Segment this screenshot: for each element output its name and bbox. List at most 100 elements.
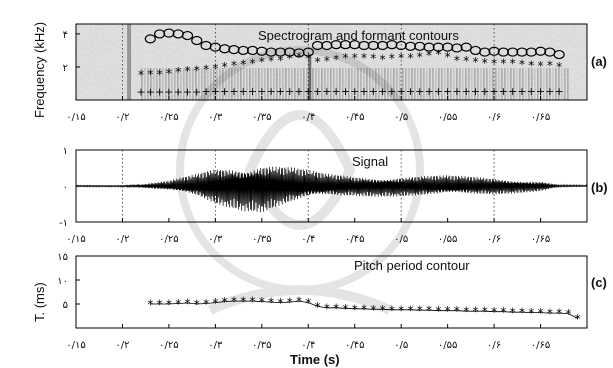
energy-stripe xyxy=(234,68,236,100)
pitch-point: * xyxy=(324,301,330,315)
formant-point: + xyxy=(183,86,192,99)
formant-point xyxy=(395,40,407,51)
energy-stripe xyxy=(555,68,557,100)
signal-title: Signal xyxy=(352,154,388,169)
energy-stripe xyxy=(165,68,167,100)
pitch-point: * xyxy=(250,295,256,309)
x-tick-label: ۰/۲ xyxy=(115,340,129,351)
y-tick-label: ۲ xyxy=(63,63,68,74)
pitch-point: * xyxy=(528,306,534,320)
formant-point: + xyxy=(545,85,554,98)
formant-point xyxy=(349,40,361,50)
x-tick-label: ۰/۲۵ xyxy=(159,112,178,123)
formant-contours: * * * * * * * * * * * * * * * * * * * * * * * * * * * * * * * * * * * * * * * *… xyxy=(136,28,565,99)
x-tick-label: ۰/۵۵ xyxy=(438,112,457,123)
signal-x-ticks: ۰/۱۵ ۰/۲ ۰/۲۵ ۰/۳ ۰/۳۵ ۰/۴ ۰/۴۵ ۰/۵ ۰/۵۵ ۰/۶ ۰/۶۵ xyxy=(66,218,550,245)
energy-stripe xyxy=(315,68,317,100)
spectrogram-energy xyxy=(127,24,569,100)
pitch-point: * xyxy=(565,307,571,321)
energy-stripe xyxy=(525,68,527,100)
pitch-point: * xyxy=(463,305,469,319)
energy-stripe xyxy=(171,68,173,100)
energy-stripe xyxy=(273,68,275,100)
energy-stripe xyxy=(501,68,503,100)
energy-stripe xyxy=(177,68,179,100)
formant-point: + xyxy=(369,85,378,98)
formant-point: + xyxy=(229,85,238,98)
formant-point: + xyxy=(536,85,545,98)
energy-stripe xyxy=(345,68,347,100)
formant-point: * xyxy=(268,54,274,68)
formant-point: * xyxy=(212,62,218,76)
formant-point: * xyxy=(482,56,488,70)
pitch-point: * xyxy=(287,296,293,310)
formant-point: + xyxy=(350,85,359,98)
formant-point xyxy=(330,40,342,50)
pitch-point: * xyxy=(370,303,376,317)
energy-stripe xyxy=(243,68,245,100)
energy-stripe xyxy=(127,24,132,100)
energy-stripe xyxy=(246,68,248,100)
energy-stripe xyxy=(288,68,290,100)
formant-point xyxy=(377,40,389,51)
spectrogram-y-label: Frequency (kHz) xyxy=(32,22,47,118)
y-tick-label: ۴ xyxy=(63,30,68,41)
energy-stripe xyxy=(303,68,305,100)
energy-stripe xyxy=(270,68,272,100)
energy-stripe xyxy=(399,68,401,100)
formant-point xyxy=(534,46,547,56)
formant-point: + xyxy=(322,85,331,98)
energy-stripe xyxy=(417,68,419,100)
energy-stripe xyxy=(537,68,539,100)
energy-stripe xyxy=(441,68,443,100)
x-tick-label: ۰/۱۵ xyxy=(66,234,85,245)
formant-point: * xyxy=(426,48,432,62)
energy-stripe xyxy=(504,68,506,100)
formant-point: + xyxy=(201,85,210,98)
formant-point xyxy=(404,41,417,51)
formant-point: * xyxy=(417,50,423,64)
formant-point: * xyxy=(203,62,209,76)
formant-point xyxy=(497,47,509,57)
energy-stripe xyxy=(300,68,302,100)
energy-stripe xyxy=(510,68,512,100)
energy-stripe xyxy=(153,68,155,100)
formant-point: * xyxy=(342,51,348,65)
energy-stripe xyxy=(486,68,488,100)
energy-stripe xyxy=(471,68,473,100)
energy-stripe xyxy=(276,68,278,100)
formant-point: * xyxy=(491,57,497,71)
energy-stripe xyxy=(351,68,353,100)
formant-point xyxy=(219,44,231,54)
pitch-point: * xyxy=(194,298,200,312)
formant-point: * xyxy=(231,58,237,72)
formant-point xyxy=(321,40,333,51)
pitch-point: * xyxy=(231,295,237,309)
pitch-point: * xyxy=(212,296,218,310)
pitch-point: * xyxy=(166,298,172,312)
energy-stripe xyxy=(198,68,200,100)
energy-stripe xyxy=(567,68,569,100)
energy-stripe xyxy=(546,68,548,100)
formant-point: + xyxy=(471,85,480,98)
energy-stripe xyxy=(531,68,533,100)
energy-stripe xyxy=(558,68,560,100)
energy-stripe xyxy=(492,68,494,100)
pitch-point: * xyxy=(305,296,311,310)
pitch-point: * xyxy=(519,306,525,320)
energy-stripe xyxy=(318,68,320,100)
energy-stripe xyxy=(180,68,182,100)
formant-point: * xyxy=(370,52,376,66)
signal-waveform xyxy=(75,166,588,213)
formant-point: * xyxy=(240,57,246,71)
y-tick-label: -۱ xyxy=(59,218,68,229)
energy-stripe xyxy=(390,68,392,100)
energy-stripe xyxy=(453,68,455,100)
pitch-point: * xyxy=(333,301,339,315)
energy-stripe xyxy=(516,68,518,100)
formant-point: * xyxy=(547,58,553,72)
formant-point xyxy=(488,46,500,56)
energy-stripe xyxy=(378,68,380,100)
energy-stripe xyxy=(156,68,158,100)
x-tick-label: ۰/۶ xyxy=(487,112,501,123)
